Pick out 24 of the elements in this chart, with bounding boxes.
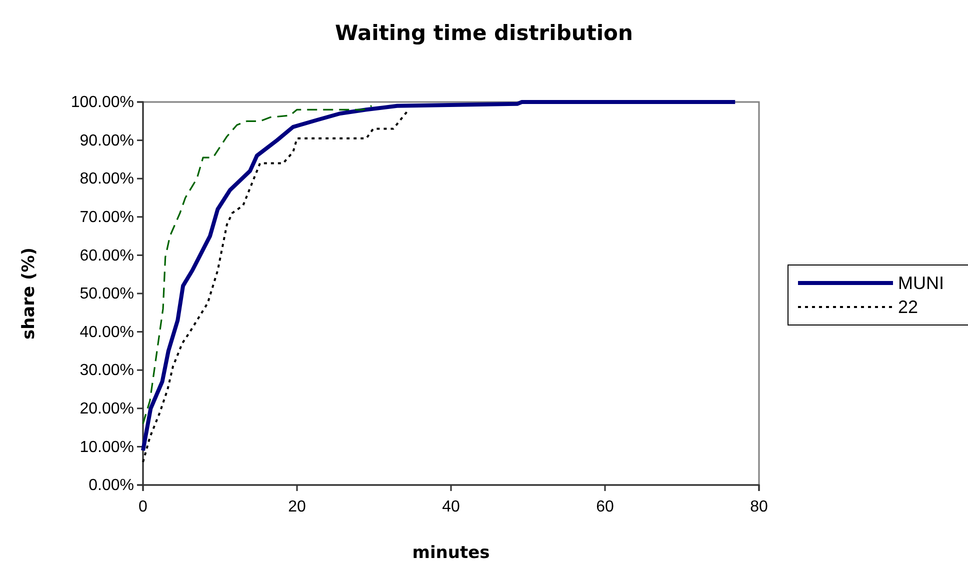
- x-tick-label: 80: [750, 498, 768, 516]
- text: 22: [898, 297, 918, 317]
- x-tick-label: 20: [288, 498, 306, 516]
- y-tick-label: 30.00%: [80, 362, 134, 380]
- y-tick-label: 60.00%: [80, 247, 134, 264]
- x-axis-title: minutes: [412, 543, 490, 563]
- chart-title: Waiting time distribution: [335, 21, 633, 45]
- y-tick-label: 0.00%: [88, 477, 134, 494]
- y-tick-label: 10.00%: [80, 438, 134, 456]
- x-tick-label: 0: [138, 498, 148, 516]
- y-tick-label: 20.00%: [80, 400, 134, 418]
- y-axis-title: share (%): [19, 247, 39, 340]
- x-tick-label: 60: [596, 498, 614, 516]
- line-series: [142, 110, 408, 464]
- y-tick-label: 70.00%: [80, 209, 134, 226]
- y-tick-label: 80.00%: [80, 170, 134, 188]
- y-tick-label: 100.00%: [70, 94, 134, 112]
- y-tick-label: 50.00%: [80, 286, 134, 303]
- line-series: [141, 100, 738, 453]
- line-series: [142, 105, 372, 425]
- y-tick-label: 90.00%: [80, 132, 134, 150]
- text: MUNI: [898, 273, 944, 293]
- y-tick-label: 40.00%: [80, 324, 134, 341]
- x-tick-label: 40: [442, 498, 460, 516]
